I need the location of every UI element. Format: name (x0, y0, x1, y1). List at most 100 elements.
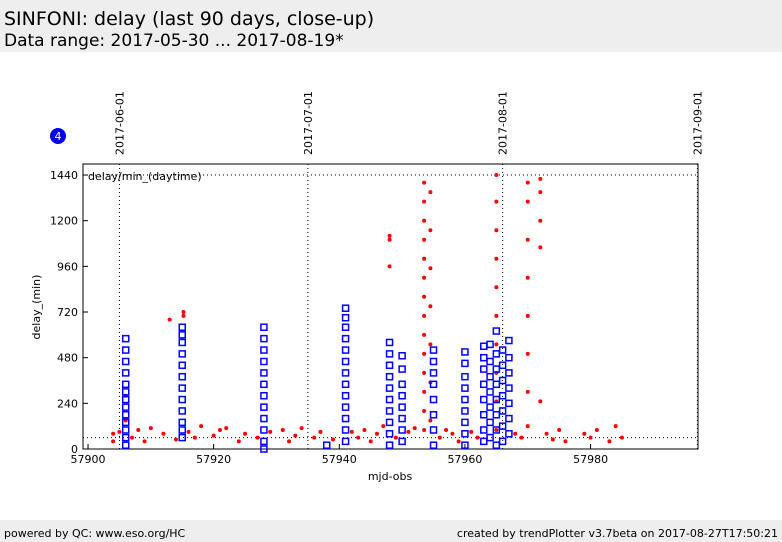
x-tick-label: 57960 (447, 453, 482, 466)
square-point (178, 407, 187, 415)
square-point (398, 426, 406, 434)
square-point (505, 384, 513, 392)
square-point (385, 361, 394, 370)
dot-point (525, 389, 530, 394)
square-point (461, 407, 469, 415)
dot-point (538, 399, 543, 404)
square-point (121, 380, 130, 389)
dot-point (525, 275, 530, 280)
dot-point (186, 429, 191, 434)
subtitle: Data range: 2017-05-30 ... 2017-08-19* (4, 31, 344, 51)
badge[interactable]: 4 (55, 130, 62, 143)
dot-point (525, 351, 530, 356)
dot-point (494, 285, 499, 290)
square-point (178, 331, 187, 339)
square-point (480, 380, 488, 389)
square-point (492, 411, 501, 419)
square-point (505, 414, 513, 423)
dot-point (469, 429, 474, 434)
dot-point (525, 237, 530, 242)
square-point (486, 388, 494, 396)
dot-point (437, 435, 442, 440)
square-point (429, 380, 438, 389)
top-tick-label: 2017-06-01 (113, 91, 126, 155)
square-point (498, 346, 507, 354)
square-point (498, 437, 507, 446)
dot-point (312, 435, 317, 440)
square-point (398, 403, 406, 411)
badge-circle[interactable] (50, 128, 66, 144)
dot-point (494, 199, 499, 204)
square-point (429, 426, 438, 434)
dot-point (422, 275, 427, 280)
dot-point (494, 228, 499, 233)
square-point (398, 380, 406, 389)
dot-point (142, 439, 147, 444)
dot-point (268, 429, 273, 434)
dot-point (181, 310, 186, 315)
footer-right: created by trendPlotter v3.7beta on 2017… (457, 527, 778, 540)
dot-point (381, 424, 386, 429)
dot-point (349, 429, 354, 434)
dot-point (428, 304, 433, 309)
square-point (260, 437, 268, 446)
square-point (480, 342, 488, 351)
square-point (121, 426, 130, 434)
dot-point (422, 218, 427, 223)
dot-point (192, 435, 197, 440)
footer-left: powered by QC: www.eso.org/HC (4, 527, 186, 540)
square-point (486, 403, 494, 411)
square-point (461, 441, 469, 449)
square-point (480, 437, 488, 446)
dot-point (422, 199, 427, 204)
square-point (385, 418, 394, 427)
square-point (498, 361, 507, 370)
title: SINFONI: delay (last 90 days, close-up) (4, 8, 374, 30)
y-tick-label: 960 (57, 260, 78, 273)
square-point (385, 395, 394, 404)
dot-point (199, 424, 204, 429)
square-point (260, 369, 268, 377)
dot-point (224, 426, 229, 431)
square-point (121, 357, 130, 366)
dot-point (444, 427, 449, 432)
square-point (341, 380, 350, 389)
dot-point (217, 427, 222, 432)
footer-band (0, 520, 782, 542)
dot-point (368, 439, 373, 444)
top-tick-label: 2017-09-01 (691, 91, 704, 155)
dot-point (582, 431, 587, 436)
square-point (260, 391, 268, 400)
square-point (121, 395, 130, 404)
dot-point (387, 264, 392, 269)
x-tick-label: 57980 (573, 453, 608, 466)
square-point (385, 384, 394, 392)
square-point (260, 323, 268, 331)
square-point (260, 414, 268, 423)
square-point (385, 407, 394, 415)
dot-point (450, 431, 455, 436)
square-point (492, 365, 501, 373)
square-point (486, 340, 494, 349)
square-point (480, 365, 488, 373)
dot-point (525, 180, 530, 185)
plot-frame (82, 163, 699, 450)
dot-point (428, 228, 433, 233)
square-point (461, 430, 469, 438)
dot-point (393, 435, 398, 440)
dot-point (428, 266, 433, 271)
dot-point (148, 426, 153, 431)
dot-point (494, 427, 499, 432)
top-tick-label: 2017-08-01 (497, 91, 510, 155)
dot-point (513, 431, 518, 436)
square-point (341, 334, 350, 343)
dot-point (428, 190, 433, 195)
square-point (480, 411, 488, 419)
square-point (505, 369, 513, 377)
square-point (178, 338, 187, 347)
dot-point (422, 370, 427, 375)
dot-point (293, 433, 298, 438)
dot-point (619, 435, 624, 440)
square-point (480, 395, 488, 404)
